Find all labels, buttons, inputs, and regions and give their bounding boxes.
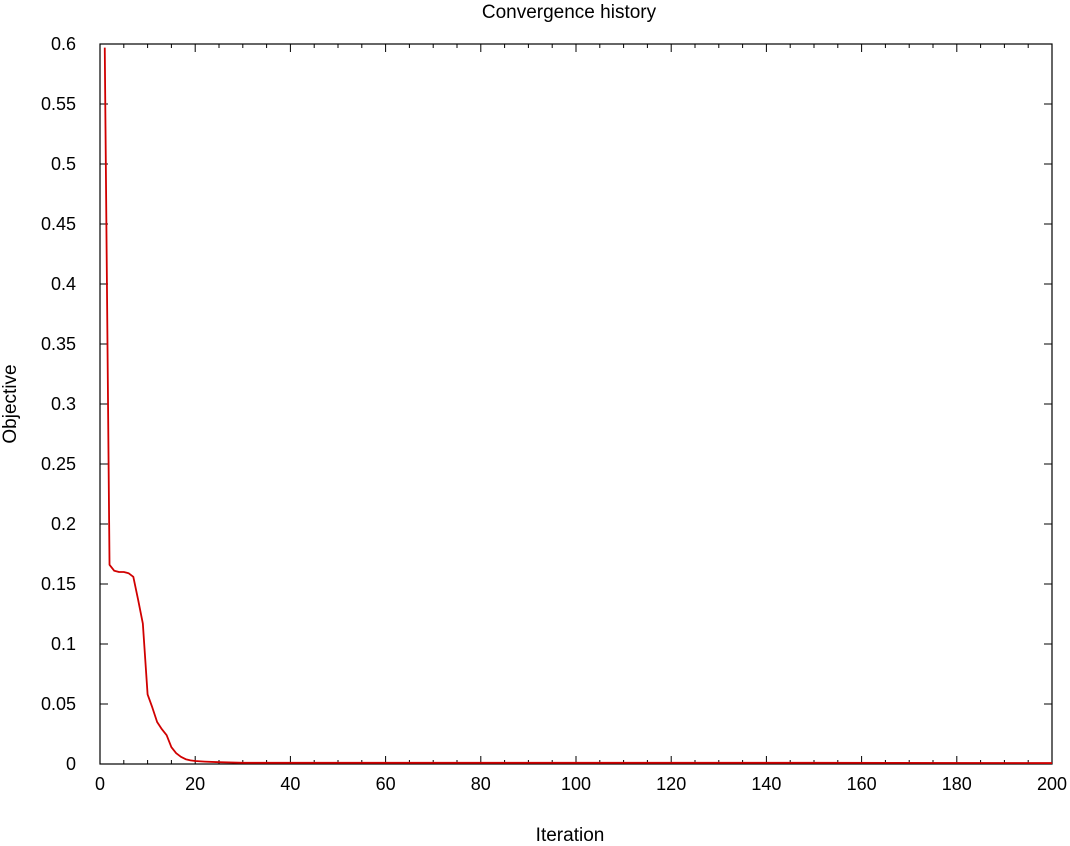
x-tick-label: 80 xyxy=(471,774,491,794)
x-tick-label: 200 xyxy=(1037,774,1067,794)
x-tick-label: 100 xyxy=(561,774,591,794)
y-tick-label: 0.3 xyxy=(51,394,76,414)
x-axis-title: Iteration xyxy=(536,825,605,846)
y-tick-label: 0 xyxy=(66,754,76,774)
plot-area: 0 20 40 60 80 100 120 140 160 180 200 0 0.05 0.1 0.15 0… xyxy=(41,34,1067,794)
y-tick-label: 0.2 xyxy=(51,514,76,534)
y-tick-label: 0.4 xyxy=(51,274,76,294)
x-tick-label: 60 xyxy=(376,774,396,794)
y-tick-label: 0.35 xyxy=(41,334,76,354)
y-tick-label: 0.6 xyxy=(51,34,76,54)
x-tick-label: 120 xyxy=(656,774,686,794)
y-tick-label: 0.25 xyxy=(41,454,76,474)
chart-title: Convergence history xyxy=(482,2,657,23)
plot-frame xyxy=(99,43,1053,765)
x-tick-label: 20 xyxy=(185,774,205,794)
y-tick-label: 0.05 xyxy=(41,694,76,714)
x-tick-label: 0 xyxy=(95,774,105,794)
x-tick-label: 40 xyxy=(280,774,300,794)
y-tick-label: 0.45 xyxy=(41,214,76,234)
y-tick-label: 0.5 xyxy=(51,154,76,174)
x-tick-label: 180 xyxy=(942,774,972,794)
y-tick-label: 0.1 xyxy=(51,634,76,654)
y-axis-title: Objective xyxy=(0,364,21,443)
y-tick-label: 0.15 xyxy=(41,574,76,594)
series-line xyxy=(103,47,1053,764)
x-tick-label: 160 xyxy=(847,774,877,794)
y-tick-label: 0.55 xyxy=(41,94,76,114)
x-tick-label: 140 xyxy=(751,774,781,794)
